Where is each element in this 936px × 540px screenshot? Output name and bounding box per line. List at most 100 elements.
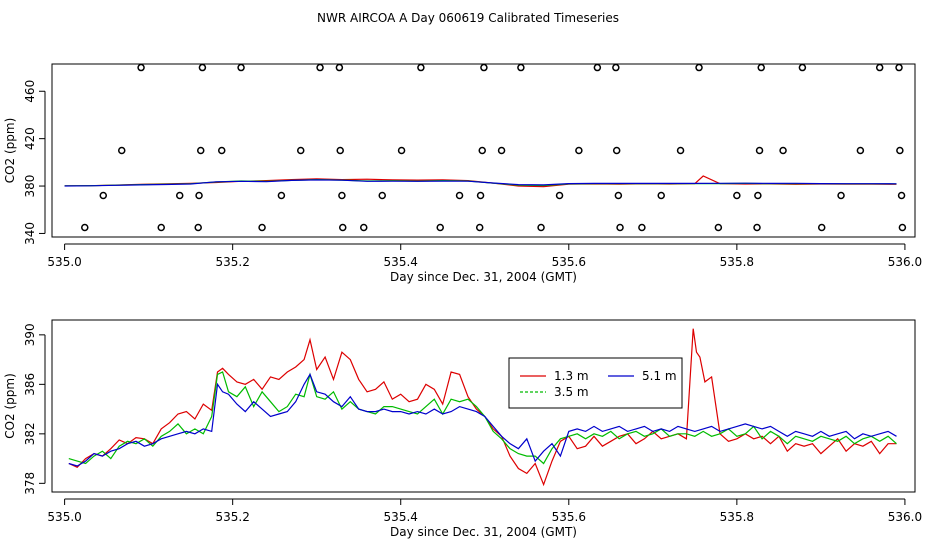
plot-frame (51, 319, 916, 493)
calibration-point (898, 223, 907, 232)
series-line-3-5-m (64, 178, 897, 187)
y-tick-label: 420 (23, 127, 37, 150)
calibration-point (616, 223, 624, 232)
calibration-point (757, 63, 765, 72)
calibration-point (436, 223, 444, 232)
calibration-point (81, 223, 89, 232)
x-axis: 535.0 535.2 535.4 535.6 535.8 536.0 (47, 243, 922, 269)
calibration-point (754, 191, 762, 200)
calibration-point (798, 63, 807, 72)
line-panel-bottom: 535.0 535.2 535.4 535.6 535.8 536.0 Day since … (3, 319, 922, 539)
series-line-5-1-m (68, 373, 897, 467)
calibration-point (497, 146, 506, 155)
calibration-point (175, 191, 184, 200)
calibration-point (837, 191, 845, 200)
calibration-point (237, 63, 245, 72)
calibration-point (476, 191, 485, 200)
x-tick-label: 535.4 (384, 510, 418, 524)
y-tick-label: 378 (23, 472, 37, 495)
legend-box (508, 357, 683, 409)
calibration-point (517, 63, 525, 72)
calibration-point (753, 223, 761, 232)
calibration-point (338, 191, 346, 200)
calibration-point (198, 63, 207, 72)
calibration-point (537, 223, 545, 232)
x-tick-label: 535.2 (215, 255, 249, 269)
y-tick-label: 380 (23, 175, 37, 198)
calibration-point (714, 223, 723, 232)
x-tick-label: 535.6 (552, 255, 586, 269)
series-line-1-3-m (64, 175, 897, 188)
calibration-point (755, 146, 764, 155)
calibration-point (296, 146, 305, 155)
calibration-point (258, 223, 266, 232)
calibration-point (895, 63, 903, 72)
calibration-point (676, 146, 685, 155)
legend-label: 5.1 m (642, 369, 677, 383)
y-tick-label: 460 (23, 80, 37, 103)
calibration-point (194, 223, 202, 232)
y-axis: 378 382 386 390 (23, 323, 46, 495)
calibration-point (896, 146, 904, 155)
calibration-point (217, 146, 226, 155)
calibration-point (875, 63, 884, 72)
x-axis-label: Day since Dec. 31, 2004 (GMT) (390, 525, 577, 539)
calibration-point (277, 191, 286, 200)
calibration-point (195, 191, 203, 200)
calibration-point (157, 223, 165, 232)
calibration-point (117, 146, 126, 155)
legend-label: 3.5 m (554, 385, 589, 399)
calibration-point (779, 146, 787, 155)
x-tick-label: 536.0 (888, 255, 922, 269)
calibration-point (480, 63, 488, 72)
x-tick-label: 536.0 (888, 510, 922, 524)
calibration-point (378, 191, 386, 200)
scatter-panel-top: 535.0 535.2 535.4 535.6 535.8 536.0 Day since … (3, 63, 922, 284)
calibration-point (137, 63, 145, 72)
calibration-point (612, 146, 621, 155)
x-tick-label: 535.4 (384, 255, 418, 269)
calibration-point (455, 191, 464, 200)
calibration-point (614, 191, 623, 200)
calibration-point (316, 63, 324, 72)
calibration-point (612, 63, 620, 72)
legend-label: 1.3 m (554, 369, 589, 383)
calibration-point (336, 146, 344, 155)
calibration-point (817, 223, 826, 232)
x-tick-label: 535.8 (720, 510, 754, 524)
legend: 1.3 m 5.1 m 3.5 m (508, 357, 683, 409)
calibration-point (417, 63, 425, 72)
y-tick-label: 386 (23, 373, 37, 396)
x-tick-label: 535.2 (215, 510, 249, 524)
calibration-point (638, 223, 646, 232)
y-tick-label: 390 (23, 323, 37, 346)
y-axis-label: CO2 (ppm) (3, 373, 17, 439)
series-line-3-5-m (68, 371, 897, 465)
calibration-point (593, 63, 602, 72)
calibration-point (733, 191, 741, 200)
calibration-point (335, 63, 344, 72)
series-line-5-1-m (64, 179, 897, 187)
calibration-point (338, 223, 347, 232)
calibration-point (196, 146, 205, 155)
calibration-point (99, 191, 108, 200)
calibration-point (575, 146, 583, 155)
calibration-point (856, 146, 865, 155)
y-axis-label: CO2 (ppm) (3, 118, 17, 184)
calibration-point (695, 63, 703, 72)
calibration-point (475, 223, 484, 232)
x-tick-label: 535.6 (552, 510, 586, 524)
chart-title: NWR AIRCOA A Day 060619 Calibrated Times… (317, 11, 619, 25)
x-tick-label: 535.0 (47, 510, 81, 524)
x-axis-label: Day since Dec. 31, 2004 (GMT) (390, 270, 577, 284)
x-axis: 535.0 535.2 535.4 535.6 535.8 536.0 (47, 498, 922, 524)
calibration-point (397, 146, 406, 155)
y-tick-label: 340 (23, 222, 37, 245)
calibration-point (657, 191, 665, 200)
calibration-point (478, 146, 486, 155)
x-tick-label: 535.8 (720, 255, 754, 269)
y-axis: 340 380 420 460 (23, 80, 46, 245)
calibration-point (897, 191, 906, 200)
calibration-point (555, 191, 564, 200)
